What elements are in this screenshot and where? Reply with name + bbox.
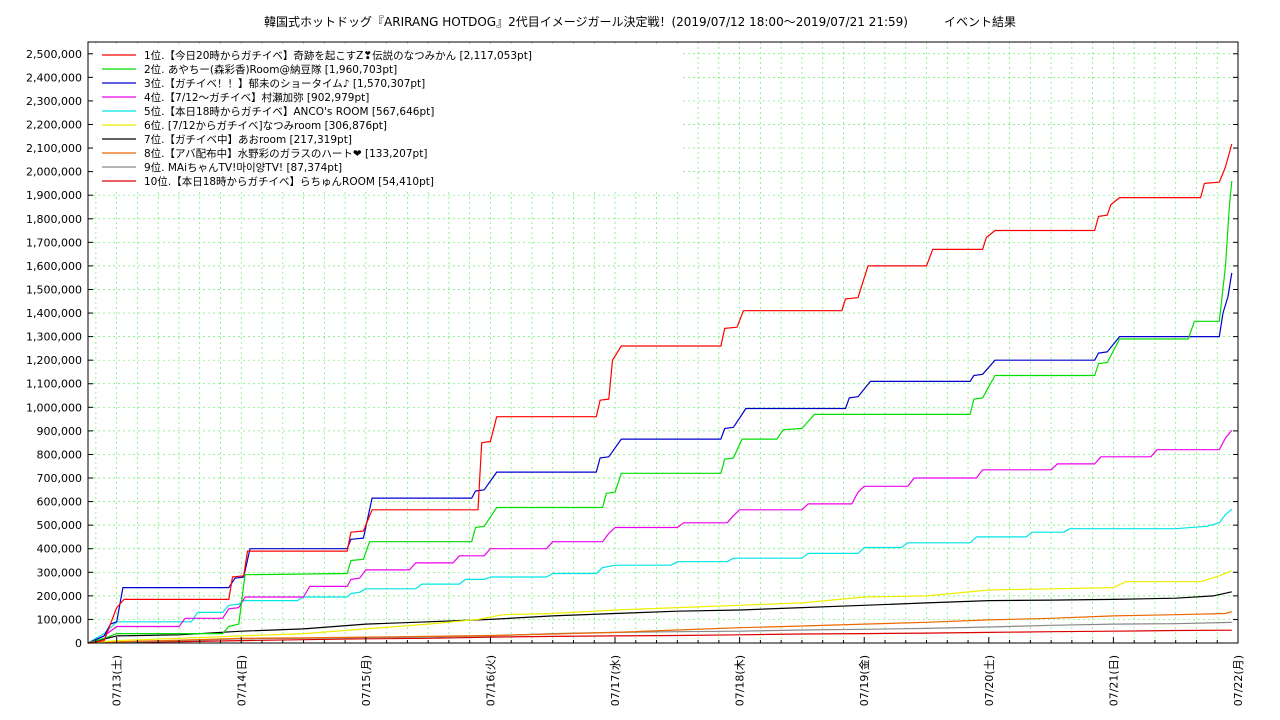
series-line-4 [87,429,1233,644]
y-tick-label: 2,500,000 [26,48,82,61]
x-tick-label: 07/14(日) [235,655,248,706]
y-tick-label: 2,400,000 [26,71,82,84]
legend-entry: 8位.【アバ配布中】水野彩のガラスのハート❤ [133,207pt] [144,147,427,160]
legend-entry: 5位.【本日18時からガチイベ】ANCO's ROOM [567,646pt] [144,105,434,118]
series-line-7 [87,591,1232,644]
y-tick-label: 200,000 [37,590,83,603]
y-tick-label: 1,300,000 [26,331,82,344]
series-line-8 [87,611,1232,644]
legend-entry: 7位.【ガチイベ中】あおroom [217,319pt] [144,133,352,146]
y-tick-label: 800,000 [37,448,83,461]
legend-entry: 3位.【ガチイベ！！】郁未のショータイム♪ [1,570,307pt] [144,77,425,90]
y-tick-label: 2,200,000 [26,118,82,131]
series-line-1 [87,143,1233,644]
legend-entry: 9位. MAiちゃんTV!마이양TV! [87,374pt] [144,161,342,174]
y-tick-label: 1,000,000 [26,401,82,414]
y-tick-label: 2,300,000 [26,95,82,108]
x-tick-label: 07/22(月) [1232,655,1245,706]
x-tick-label: 07/16(火) [484,655,497,706]
y-tick-label: 2,000,000 [26,166,82,179]
legend-entry: 6位. [7/12からガチイベ]なつみroom [306,876pt] [144,119,387,132]
legend-entry: 4位.【7/12～ガチイベ】村瀬加弥 [902,979pt] [144,91,369,104]
legend-entry: 10位.【本日18時からガチイベ】らちゅんROOM [54,410pt] [144,175,434,188]
y-tick-label: 1,800,000 [26,213,82,226]
plot-frame [87,41,1239,644]
y-tick-label: 100,000 [37,613,83,626]
y-tick-label: 700,000 [37,472,83,485]
series-line-3 [87,272,1233,644]
legend-entry: 2位. あやちー(森彩香)Room@納豆隊 [1,960,703pt] [144,63,397,76]
series-line-5 [87,508,1233,644]
legend-background [92,46,680,192]
series-line-2 [87,180,1233,644]
y-tick-label: 900,000 [37,425,83,438]
y-axis-ticks: 0 100,000 200,000 300,000 400,000 500,000 600,… [26,48,1238,650]
y-tick-label: 1,200,000 [26,354,82,367]
legend-entry: 1位.【今日20時からガチイベ】奇跡を起こすZ❣伝説のなつみかん [2,117,… [144,49,532,62]
y-tick-label: 0 [75,637,82,650]
series-line-6 [87,570,1233,644]
x-tick-label: 07/15(月) [360,655,373,706]
x-tick-label: 07/21(日) [1107,655,1120,706]
x-tick-label: 07/19(金) [857,655,871,706]
x-tick-label: 07/17(水) [609,655,622,706]
y-tick-label: 1,400,000 [26,307,82,320]
y-tick-label: 400,000 [37,543,83,556]
y-tick-label: 500,000 [37,519,83,532]
y-tick-label: 1,600,000 [26,260,82,273]
y-tick-label: 1,900,000 [26,189,82,202]
series-line-10 [87,629,1232,644]
y-tick-label: 1,700,000 [26,236,82,249]
x-axis-ticks: 07/13(土) 07/14(日) 07/15(月) 07/16(火) 07/17(水)… [95,637,1245,706]
x-tick-label: 07/13(土) [111,655,124,706]
y-tick-label: 600,000 [37,496,83,509]
x-tick-label: 07/18(木) [734,655,747,706]
series-lines [87,143,1233,644]
chart-title: 韓国式ホットドッグ『ARIRANG HOTDOG』2代目イメージガール決定戦！(… [264,15,1016,29]
y-tick-label: 1,500,000 [26,283,82,296]
y-tick-label: 1,100,000 [26,378,82,391]
x-tick-label: 07/20(土) [983,655,996,706]
y-tick-label: 2,100,000 [26,142,82,155]
legend: 1位.【今日20時からガチイベ】奇跡を起こすZ❣伝説のなつみかん [2,117,… [92,46,680,192]
y-tick-label: 300,000 [37,566,83,579]
